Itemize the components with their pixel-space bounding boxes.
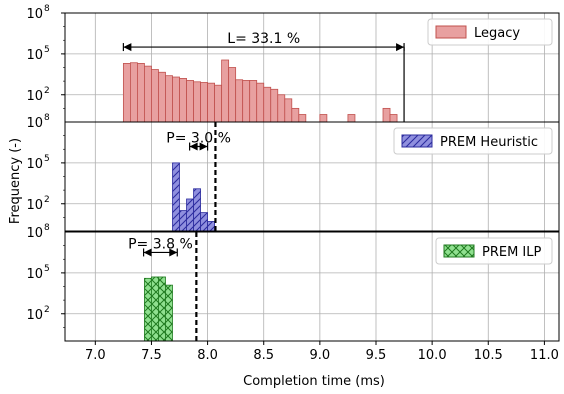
histogram-bar	[186, 80, 194, 123]
legend-label: PREM Heuristic	[440, 135, 538, 150]
histogram-bar	[193, 81, 201, 123]
histogram-bar	[242, 80, 251, 123]
histogram-bar	[347, 114, 356, 123]
histogram-bar	[137, 63, 145, 123]
x-tick-label: 7.0	[85, 348, 106, 363]
histogram-bar-hatch	[186, 198, 194, 231]
histogram-bar	[270, 88, 279, 123]
histogram-bar	[214, 84, 223, 123]
histogram-bar	[129, 62, 138, 123]
x-tick-label: 10.5	[474, 348, 503, 363]
y-tick-label: 10	[26, 198, 43, 213]
histogram-bar-hatch	[179, 210, 187, 231]
histogram-bar	[122, 63, 131, 123]
y-tick-label-exponent: 5	[44, 45, 50, 55]
legend-swatch	[435, 25, 467, 39]
annotation-arrowhead-left	[123, 43, 132, 52]
histogram-bar	[165, 75, 173, 123]
x-tick-label: 8.5	[253, 348, 274, 363]
y-tick-label: 10	[26, 48, 43, 63]
histogram-bar	[382, 107, 391, 123]
x-axis: 7.0 7.5 8.0 8.5 9.0 9.5 10.0 10.5 11.0	[85, 341, 559, 363]
histogram-bar-hatch	[193, 188, 201, 231]
histogram-bar-hatch	[207, 221, 215, 231]
y-axis-label: Frequency (-)	[8, 138, 23, 224]
y-tick-label: 10	[26, 157, 43, 172]
legend: Legacy	[427, 18, 553, 46]
histogram-bar	[172, 76, 180, 123]
legend: PREM Heuristic	[393, 127, 553, 155]
x-tick-label: 10.0	[418, 348, 447, 363]
histogram-bar	[158, 71, 166, 123]
x-axis-label: Completion time (ms)	[243, 374, 385, 389]
histogram-bar	[179, 78, 187, 123]
histogram-bar	[228, 67, 237, 123]
y-tick-label: 10	[26, 226, 43, 241]
histogram-bar	[256, 82, 265, 123]
histogram-bar	[291, 107, 300, 123]
y-tick-label: 10	[26, 308, 43, 323]
y-tick-label-exponent: 2	[44, 195, 50, 205]
histogram-bar-hatch	[172, 162, 180, 231]
annotation-arrowhead-right	[396, 43, 405, 52]
annotation-text: P= 3.8 %	[128, 236, 193, 252]
histogram-bar-hatch	[200, 212, 208, 231]
histogram-bar	[319, 114, 328, 123]
legend-label: Legacy	[474, 26, 520, 41]
legend: PREM ILP	[435, 237, 553, 265]
y-tick-label: 10	[26, 89, 43, 104]
histogram-bar-hatch	[158, 276, 166, 341]
legend-swatch-hatch	[402, 135, 432, 147]
annotation-arrowhead-right	[199, 142, 208, 151]
x-tick-label: 11.0	[530, 348, 559, 363]
histogram-bar	[207, 82, 216, 123]
legend-box	[393, 127, 553, 155]
y-tick-label-exponent: 5	[44, 264, 50, 274]
y-tick-label-exponent: 2	[44, 86, 50, 96]
x-tick-label: 8.0	[197, 348, 218, 363]
y-tick-label: 10	[26, 267, 43, 282]
y-tick-label-exponent: 2	[44, 305, 50, 315]
histogram-bar	[151, 69, 159, 123]
histogram-bar-hatch	[144, 278, 152, 341]
histogram-bar-hatch	[165, 285, 173, 341]
histogram-bar	[221, 59, 230, 123]
annotation-arrowhead-left	[143, 248, 152, 257]
histogram-bar	[200, 82, 208, 123]
x-tick-label: 9.0	[310, 348, 331, 363]
annotation-arrowhead-left	[189, 142, 198, 151]
histogram-bar	[263, 86, 272, 123]
annotation-text: L= 33.1 %	[227, 31, 300, 47]
histogram-bar	[144, 65, 152, 123]
y-tick-label-exponent: 8	[44, 223, 50, 233]
histogram-bar-hatch	[151, 276, 159, 341]
histogram-bar	[249, 80, 258, 123]
y-tick-label: 10	[26, 116, 43, 131]
y-tick-label-exponent: 5	[44, 154, 50, 164]
histogram-bar	[235, 79, 244, 123]
legend-swatch-hatch	[444, 245, 474, 257]
y-tick-label-exponent: 8	[44, 113, 50, 123]
annotation-text: P= 3.0 %	[166, 131, 231, 147]
y-tick-label: 10	[26, 7, 43, 22]
histogram-bar	[277, 94, 286, 123]
x-tick-label: 7.5	[141, 348, 162, 363]
y-tick-label-exponent: 8	[44, 4, 50, 14]
legend-label: PREM ILP	[482, 245, 542, 260]
histogram-bar	[284, 98, 293, 123]
histogram-bar	[298, 114, 307, 123]
x-tick-label: 9.5	[366, 348, 387, 363]
histogram-bar	[389, 114, 398, 123]
annotation-arrowhead-right	[169, 248, 178, 257]
